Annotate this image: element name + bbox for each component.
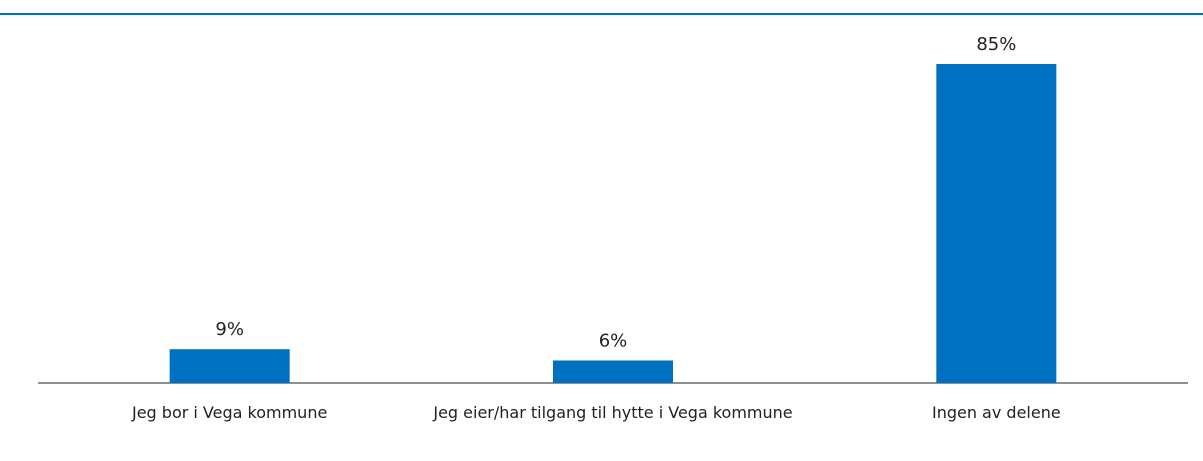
- x-tick-label: Jeg bor i Vega kommune: [131, 403, 328, 422]
- title-strip: [0, 0, 1203, 4]
- data-label: 85%: [976, 34, 1016, 55]
- bar: [169, 349, 290, 383]
- data-label: 6%: [599, 330, 628, 351]
- x-tick-label: Ingen av delene: [931, 403, 1061, 422]
- data-label: 9%: [215, 319, 244, 340]
- bar: [936, 64, 1057, 383]
- bar: [553, 360, 673, 383]
- x-tick-label: Jeg eier/har tilgang til hytte i Vega ko…: [433, 403, 793, 422]
